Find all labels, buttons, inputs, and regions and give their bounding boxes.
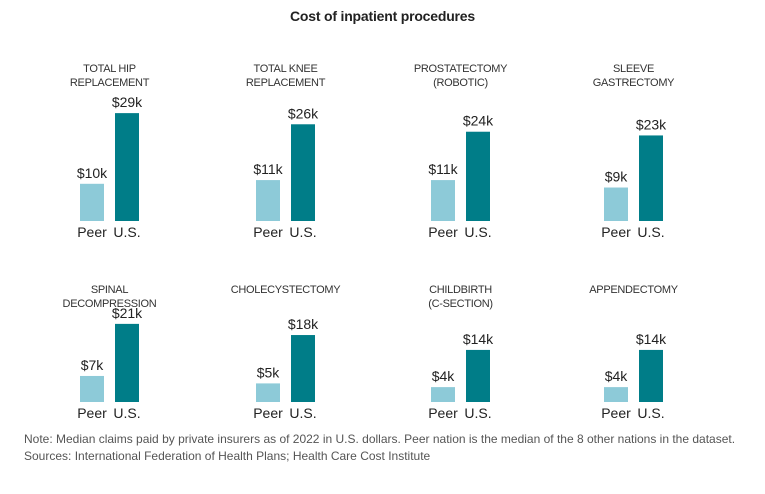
bar-us (115, 323, 139, 402)
category-label: U.S. (464, 405, 491, 421)
category-label: Peer (253, 405, 283, 421)
chart-title: Cost of inpatient procedures (290, 8, 475, 24)
bar-peer (431, 180, 455, 221)
category-label: Peer (77, 405, 107, 421)
category-label: U.S. (637, 224, 664, 240)
panel: PROSTATECTOMY (ROBOTIC) $11k Peer $24k U.S. (414, 63, 509, 240)
chart-note: Note: Median claims paid by private insu… (24, 432, 736, 446)
bar-us (639, 349, 663, 402)
data-label: $4k (432, 368, 456, 384)
category-label: Peer (77, 224, 107, 240)
bar-peer (604, 387, 628, 402)
category-label: U.S. (464, 224, 491, 240)
bar-us (466, 349, 490, 402)
panel-title: TOTAL HIP (83, 63, 136, 75)
panel: APPENDECTOMY $4k Peer $14k U.S. (589, 284, 679, 421)
panel-title: (ROBOTIC) (433, 77, 488, 89)
data-label: $18k (288, 316, 319, 332)
bar-us (291, 335, 315, 402)
panel-title: PROSTATECTOMY (414, 63, 508, 75)
category-label: U.S. (113, 224, 140, 240)
panel-title: DECOMPRESSION (63, 298, 157, 310)
bar-peer (604, 187, 628, 221)
panel: TOTAL HIP REPLACEMENT $10k Peer $29k U.S. (70, 63, 150, 240)
data-label: $10k (77, 165, 108, 181)
panel-title: REPLACEMENT (70, 77, 150, 89)
data-label: $14k (463, 331, 494, 347)
data-label: $26k (288, 105, 319, 121)
category-label: U.S. (637, 405, 664, 421)
bar-peer (80, 375, 104, 402)
data-label: $14k (636, 331, 667, 347)
category-label: U.S. (113, 405, 140, 421)
small-multiples-bar-chart: TOTAL HIPREPLACEMENT$10kPeer$29kU.S.TOTA… (63, 63, 679, 421)
data-label: $7k (81, 357, 105, 373)
panel-title: CHILDBIRTH (429, 284, 492, 296)
chart-footer: Note: Median claims paid by private insu… (24, 431, 744, 465)
chart-sources: Sources: International Federation of Hea… (24, 449, 431, 463)
category-label: Peer (601, 224, 631, 240)
bar-peer (256, 383, 280, 402)
panel: CHILDBIRTH (C-SECTION) $4k Peer $14k U.S. (428, 284, 494, 421)
data-label: $23k (636, 116, 667, 132)
data-label: $4k (605, 368, 629, 384)
bar-us (639, 135, 663, 221)
panel-title: GASTRECTOMY (593, 77, 675, 89)
bar-peer (431, 387, 455, 402)
panel-title: (C-SECTION) (428, 298, 493, 310)
bar-peer (256, 180, 280, 221)
data-label: $29k (112, 94, 143, 110)
category-label: Peer (253, 224, 283, 240)
data-label: $21k (112, 305, 143, 321)
panel: TOTAL KNEE REPLACEMENT $11k Peer $26k U.S. (246, 63, 326, 240)
panel: CHOLECYSTECTOMY $5k Peer $18k U.S. (231, 284, 342, 421)
panel-title: CHOLECYSTECTOMY (231, 284, 342, 296)
category-label: U.S. (289, 405, 316, 421)
panel-title: SLEEVE (613, 63, 654, 75)
bar-us (466, 131, 490, 221)
bar-peer (80, 183, 104, 221)
panel-title: REPLACEMENT (246, 77, 326, 89)
data-label: $24k (463, 113, 494, 129)
panel: SPINAL DECOMPRESSION $7k Peer $21k U.S. (63, 284, 158, 421)
panel: SLEEVE GASTRECTOMY $9k Peer $23k U.S. (593, 63, 676, 240)
category-label: Peer (428, 405, 458, 421)
data-label: $11k (253, 161, 283, 177)
bar-us (291, 124, 315, 221)
panel-title: SPINAL (91, 284, 129, 296)
data-label: $9k (605, 169, 629, 185)
panel-title: TOTAL KNEE (253, 63, 317, 75)
category-label: Peer (428, 224, 458, 240)
data-label: $5k (257, 364, 281, 380)
category-label: Peer (601, 405, 631, 421)
data-label: $11k (428, 161, 458, 177)
panel-title: APPENDECTOMY (589, 284, 678, 296)
bar-us (115, 113, 139, 221)
category-label: U.S. (289, 224, 316, 240)
